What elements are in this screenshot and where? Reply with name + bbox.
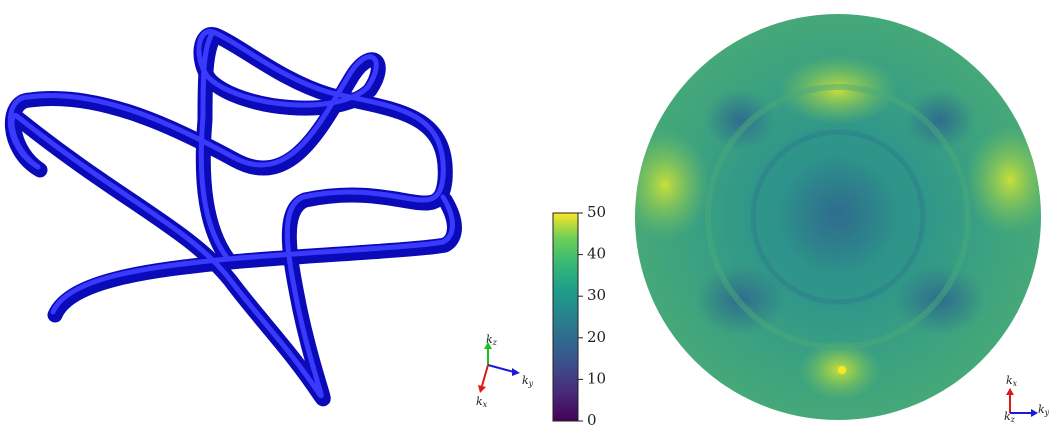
axis-arrow — [488, 365, 514, 372]
arrow-head — [1006, 388, 1014, 395]
subscript: y — [1044, 408, 1049, 417]
axis-label: kz — [486, 333, 498, 347]
axes-triad-left: kz ky kx — [476, 333, 534, 409]
subscript: x — [1013, 379, 1018, 388]
tick-label: 0 — [587, 411, 597, 425]
tick-label: 10 — [587, 369, 606, 387]
tick-label: 20 — [587, 328, 606, 346]
arrow-head — [512, 368, 520, 376]
subscript: z — [492, 338, 498, 347]
subscript: z — [1010, 415, 1016, 424]
tick-label: 30 — [587, 286, 606, 304]
subscript: x — [483, 400, 488, 409]
axis-label: kx — [476, 395, 488, 409]
heatmap-disk — [620, 14, 1049, 420]
axis-label: ky — [1038, 403, 1049, 417]
axes-triad-right: kx kz ky — [1004, 374, 1049, 424]
colorbar-gradient — [553, 213, 578, 421]
tick-label: 40 — [587, 245, 606, 263]
tick-label: 50 — [587, 203, 606, 221]
arrow-head — [478, 385, 486, 393]
axis-label: kx — [1006, 374, 1018, 388]
knot — [10, 31, 454, 398]
arrow-head — [1031, 409, 1038, 417]
colorbar: 0 10 20 30 40 50 — [553, 203, 606, 425]
figure: kz ky kx 0 10 20 30 40 50 kx kz ky — [0, 0, 1049, 425]
subscript: y — [528, 379, 534, 388]
axis-arrow — [482, 365, 488, 386]
axis-label: ky — [522, 374, 534, 388]
